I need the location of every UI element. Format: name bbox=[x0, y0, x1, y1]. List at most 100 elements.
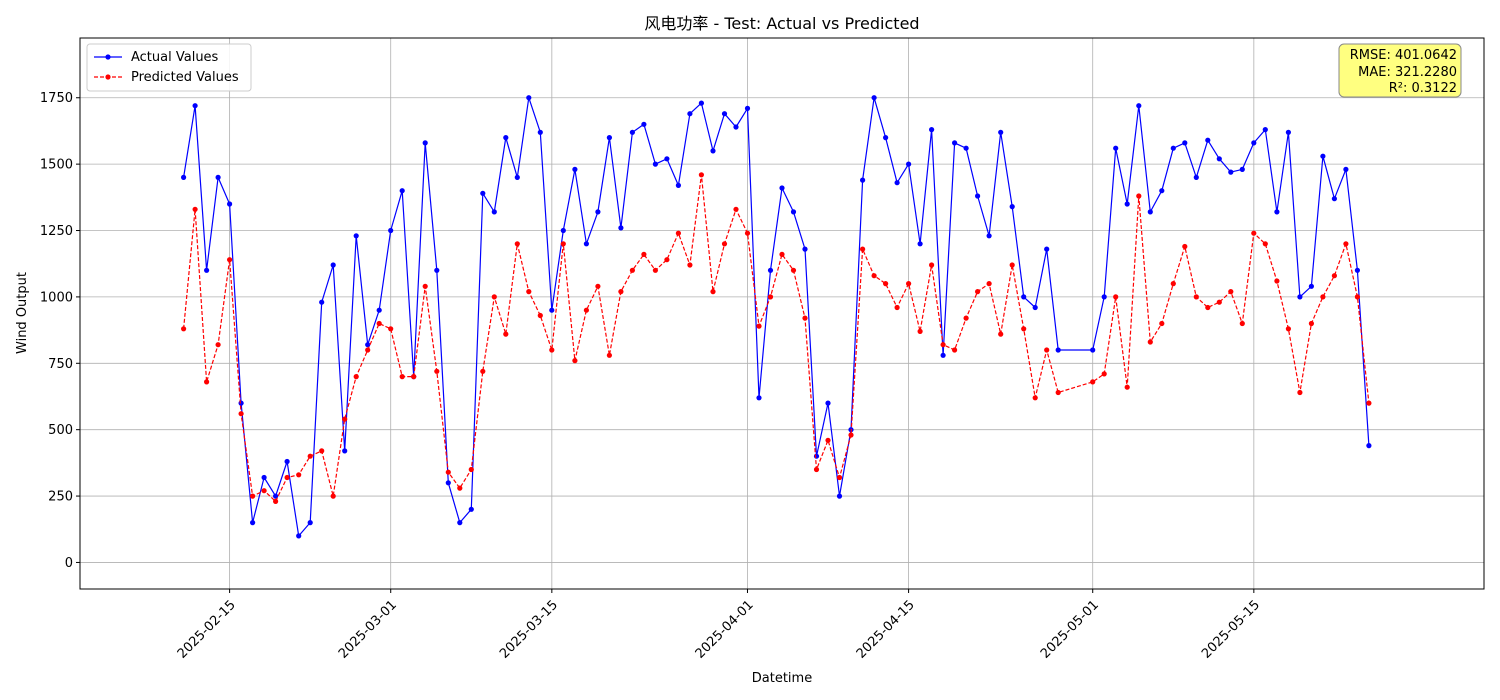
data-point-predicted bbox=[1239, 320, 1245, 327]
data-point-actual bbox=[802, 246, 808, 252]
data-point-predicted bbox=[261, 488, 267, 494]
data-point-actual bbox=[790, 209, 797, 215]
data-point-actual bbox=[445, 480, 451, 486]
data-point-actual bbox=[1274, 209, 1280, 215]
data-point-actual bbox=[376, 307, 382, 313]
data-point-predicted bbox=[675, 230, 682, 236]
data-point-actual bbox=[399, 188, 405, 194]
y-tick-label: 750 bbox=[48, 357, 73, 372]
data-point-predicted bbox=[284, 474, 290, 481]
data-point-actual bbox=[906, 161, 912, 167]
y-tick-label: 0 bbox=[65, 556, 73, 571]
data-point-predicted bbox=[664, 257, 670, 263]
data-point-predicted bbox=[307, 453, 313, 459]
data-point-predicted bbox=[1182, 243, 1188, 250]
data-point-actual bbox=[365, 342, 371, 348]
data-point-actual bbox=[963, 145, 969, 151]
data-point-predicted bbox=[894, 304, 900, 311]
data-point-predicted bbox=[1262, 241, 1268, 247]
data-point-predicted bbox=[1297, 389, 1303, 396]
data-point-actual bbox=[998, 129, 1004, 135]
data-point-actual bbox=[181, 174, 187, 180]
data-point-actual bbox=[1124, 201, 1130, 207]
data-point-predicted bbox=[940, 342, 946, 348]
data-point-predicted bbox=[1308, 320, 1314, 327]
data-point-actual bbox=[618, 225, 624, 231]
data-point-predicted bbox=[365, 347, 371, 353]
data-point-predicted bbox=[1159, 320, 1165, 327]
data-point-actual bbox=[1147, 209, 1153, 215]
data-point-predicted bbox=[744, 230, 751, 236]
data-point-predicted bbox=[238, 411, 244, 417]
data-point-actual bbox=[514, 174, 520, 180]
legend-actual-swatch-marker bbox=[105, 54, 111, 60]
y-tick-label: 500 bbox=[48, 423, 73, 438]
data-point-predicted bbox=[445, 469, 451, 475]
data-point-actual bbox=[342, 448, 348, 454]
data-point-actual bbox=[215, 174, 221, 180]
data-point-actual bbox=[1331, 196, 1337, 202]
data-point-actual bbox=[767, 267, 774, 273]
data-point-predicted bbox=[767, 294, 774, 300]
y-axis: 0 250 500 750 1000 1250 1500 1750 bbox=[40, 91, 80, 571]
data-point-predicted bbox=[629, 267, 636, 273]
data-point-actual bbox=[698, 100, 705, 106]
data-point-predicted bbox=[503, 331, 509, 337]
data-point-predicted bbox=[480, 368, 486, 374]
data-point-predicted bbox=[572, 358, 578, 364]
data-point-actual bbox=[641, 121, 647, 127]
data-point-actual bbox=[1308, 283, 1314, 289]
data-point-predicted bbox=[975, 289, 981, 295]
data-point-actual bbox=[595, 209, 601, 215]
data-point-predicted bbox=[1055, 389, 1061, 396]
data-point-predicted bbox=[1124, 384, 1130, 390]
data-point-predicted bbox=[860, 246, 866, 252]
data-point-actual bbox=[721, 111, 728, 117]
data-point-actual bbox=[353, 233, 359, 239]
data-point-actual bbox=[261, 474, 267, 481]
data-point-actual bbox=[296, 533, 302, 539]
data-point-predicted bbox=[215, 342, 221, 348]
data-point-predicted bbox=[618, 289, 624, 295]
data-point-actual bbox=[952, 140, 958, 146]
data-point-predicted bbox=[1216, 299, 1222, 305]
chart-title: 风电功率 - Test: Actual vs Predicted bbox=[644, 14, 919, 33]
data-point-predicted bbox=[986, 281, 992, 287]
data-point-predicted bbox=[434, 368, 440, 374]
plot-frame bbox=[79, 37, 1485, 590]
data-point-actual bbox=[836, 493, 843, 499]
data-point-predicted bbox=[813, 466, 820, 473]
y-tick-label: 1500 bbox=[40, 158, 73, 173]
data-point-predicted bbox=[273, 498, 279, 504]
data-point-actual bbox=[1159, 188, 1165, 194]
x-axis-label: Datetime bbox=[752, 671, 812, 686]
data-point-actual bbox=[388, 227, 394, 234]
data-point-predicted bbox=[1090, 379, 1096, 385]
data-point-actual bbox=[560, 227, 566, 234]
data-point-actual bbox=[1320, 153, 1326, 159]
metrics-box: RMSE: 401.0642 MAE: 321.2280 R²: 0.3122 bbox=[1338, 43, 1462, 98]
data-point-actual bbox=[1170, 145, 1176, 151]
data-point-actual bbox=[583, 241, 590, 247]
data-point-predicted bbox=[1193, 294, 1199, 300]
data-point-actual bbox=[1366, 443, 1372, 449]
data-point-predicted bbox=[733, 206, 739, 212]
data-point-predicted bbox=[790, 267, 797, 273]
data-point-actual bbox=[883, 135, 889, 141]
data-point-actual bbox=[480, 190, 486, 196]
data-point-predicted bbox=[1147, 339, 1153, 345]
data-point-predicted bbox=[1228, 289, 1234, 295]
plot-area bbox=[181, 95, 1372, 539]
data-point-predicted bbox=[1274, 278, 1280, 284]
data-point-predicted bbox=[848, 432, 854, 438]
data-point-actual bbox=[1343, 166, 1349, 172]
data-point-actual bbox=[1297, 294, 1303, 300]
data-point-predicted bbox=[192, 206, 198, 212]
data-point-predicted bbox=[1251, 230, 1257, 236]
data-point-predicted bbox=[1343, 241, 1349, 247]
data-point-predicted bbox=[1044, 347, 1050, 353]
data-point-predicted bbox=[537, 312, 543, 319]
data-point-actual bbox=[687, 111, 693, 117]
